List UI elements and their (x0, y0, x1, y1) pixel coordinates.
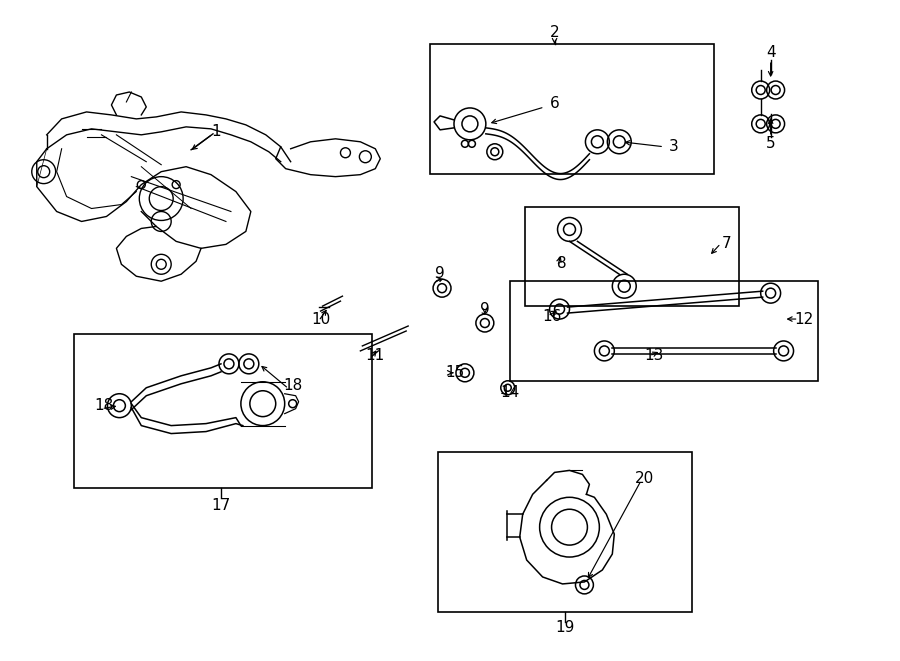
Bar (430, 44, 714, 174)
Text: 13: 13 (644, 348, 664, 364)
Text: 9: 9 (436, 266, 445, 281)
Text: 18: 18 (283, 378, 302, 393)
Text: 6: 6 (550, 97, 560, 112)
Text: 4: 4 (766, 45, 776, 59)
Bar (438, 453, 692, 612)
Text: 20: 20 (634, 471, 653, 486)
Text: 11: 11 (365, 348, 385, 364)
Text: 18: 18 (94, 398, 113, 413)
Text: 8: 8 (557, 256, 566, 271)
Text: 7: 7 (722, 236, 732, 251)
Text: 3: 3 (670, 139, 679, 154)
Text: 14: 14 (500, 385, 519, 401)
Text: 12: 12 (794, 311, 813, 327)
Text: 9: 9 (480, 301, 490, 317)
Text: 2: 2 (550, 24, 560, 40)
Text: 19: 19 (554, 620, 574, 635)
Text: 1: 1 (212, 124, 220, 139)
Text: 17: 17 (212, 498, 230, 513)
Text: 5: 5 (766, 136, 776, 151)
Text: 15: 15 (446, 366, 464, 380)
Bar (509, 281, 818, 381)
Text: 10: 10 (310, 311, 330, 327)
Bar (525, 206, 739, 306)
Bar (74, 334, 373, 488)
Text: 16: 16 (542, 309, 562, 324)
